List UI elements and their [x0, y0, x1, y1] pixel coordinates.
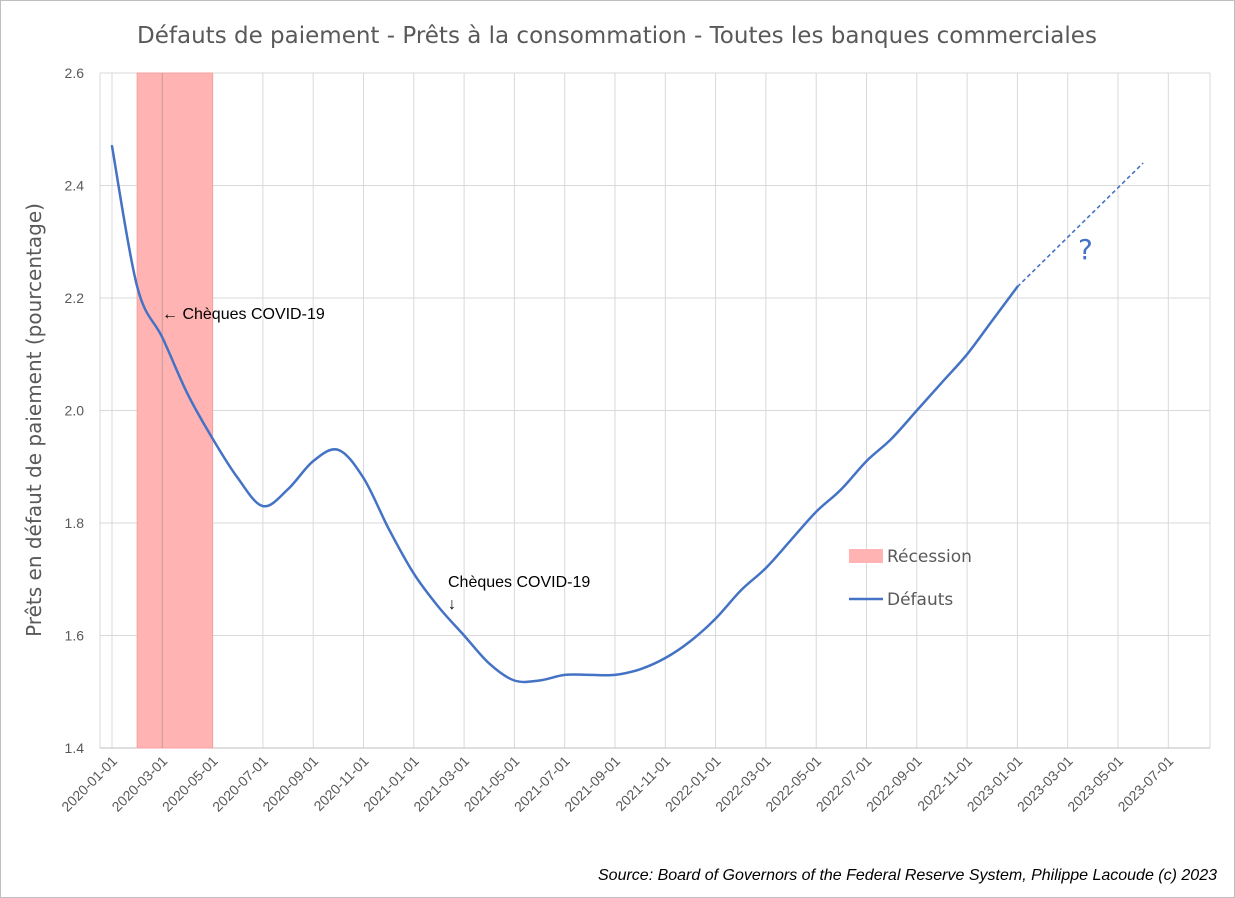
- chart-title: Défauts de paiement - Prêts à la consomm…: [137, 23, 1097, 49]
- annotation-covid-checks-2: Chèques COVID-19: [448, 574, 590, 591]
- annotation-question-mark: ?: [1078, 233, 1093, 266]
- y-tick-label: 1.8: [65, 515, 85, 531]
- y-axis-label: Prêts en défaut de paiement (pourcentage…: [22, 203, 46, 637]
- annotation-covid-checks-1: ← Chèques COVID-19: [162, 306, 325, 323]
- legend-label-recession: Récession: [887, 547, 972, 567]
- series-line-projection: [1016, 162, 1144, 288]
- legend-swatch-recession: [849, 549, 883, 563]
- legend-label-defauts: Défauts: [887, 590, 953, 610]
- annotation-covid-checks-2-arrow: ↓: [448, 596, 456, 613]
- legend: Récession Défauts: [849, 547, 972, 610]
- y-tick-label: 2.6: [65, 65, 85, 81]
- y-tick-label: 1.4: [65, 740, 85, 756]
- y-tick-label: 2.2: [65, 290, 85, 306]
- annotations: ← Chèques COVID-19 Chèques COVID-19 ↓?: [162, 233, 1093, 613]
- y-axis-ticks: 1.4 1.6 1.8 2.0 2.2 2.4 2.6: [65, 65, 85, 756]
- grid-lines: [99, 72, 1211, 749]
- series-line-defauts: [110, 144, 1019, 684]
- y-tick-label: 2.4: [65, 178, 85, 194]
- y-tick-label: 2.0: [65, 403, 85, 419]
- recession-band: [136, 72, 214, 749]
- x-axis-ticks: 2020-01-012020-03-012020-05-012020-07-01…: [58, 753, 1176, 815]
- y-tick-label: 1.6: [65, 628, 85, 644]
- source-note: Source: Board of Governors of the Federa…: [598, 867, 1217, 884]
